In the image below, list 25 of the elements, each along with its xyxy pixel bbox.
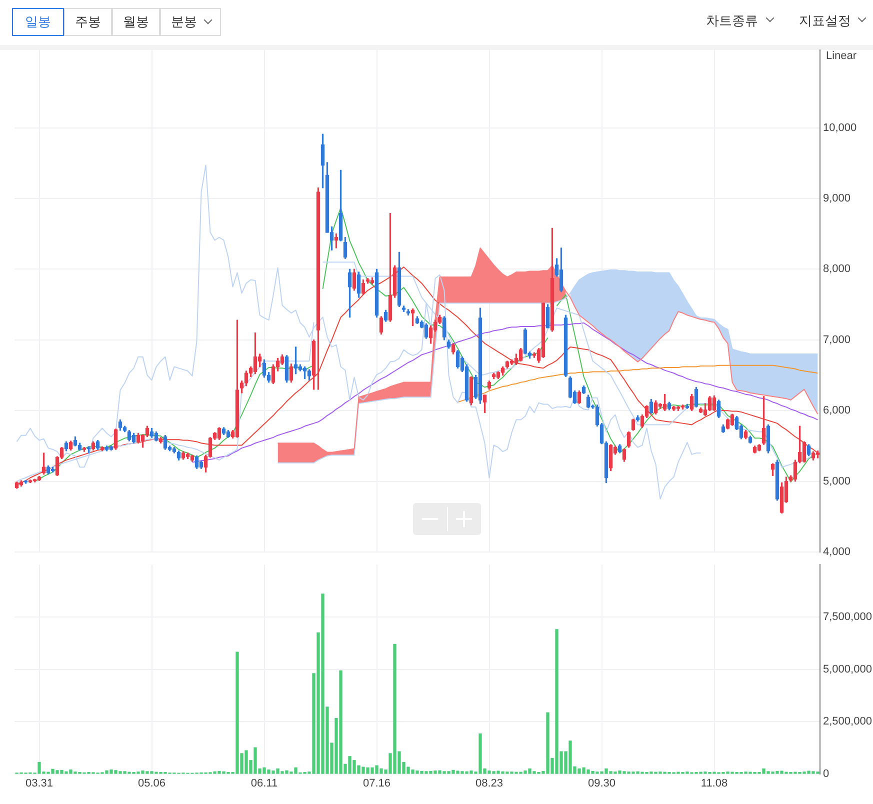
text: 월봉 [123, 14, 149, 29]
x-tick-label: 09.30 [588, 778, 616, 790]
y-tick-label: 7,000 [823, 334, 851, 346]
y-tick-label: 5,000,000 [823, 663, 872, 676]
y-tick-label: 7,500,000 [823, 610, 872, 623]
x-tick-label: 06.11 [250, 778, 278, 790]
y-tick-label: 0 [823, 768, 830, 780]
text: 일봉 [25, 14, 51, 29]
text: 차트종류 [706, 13, 758, 28]
text: Linear [826, 50, 857, 62]
text: 주봉 [75, 14, 101, 29]
y-tick-label: 8,000 [823, 263, 851, 276]
y-tick-label: 4,000 [823, 546, 851, 558]
x-tick-label: 05.06 [138, 778, 166, 790]
y-tick-label: 5,000 [823, 475, 851, 488]
x-tick-label: 07.16 [362, 778, 391, 790]
text: 지표설정 [799, 13, 851, 28]
x-tick-label: 08.23 [475, 778, 504, 790]
y-tick-label: 2,500,000 [823, 716, 872, 728]
y-tick-label: 6,000 [823, 404, 851, 417]
text: 분봉 [171, 14, 197, 29]
x-tick-label: 03.31 [25, 778, 54, 790]
x-tick-label: 11.08 [700, 778, 728, 790]
y-tick-label: 10,000 [823, 122, 857, 134]
y-tick-label: 9,000 [823, 192, 851, 205]
